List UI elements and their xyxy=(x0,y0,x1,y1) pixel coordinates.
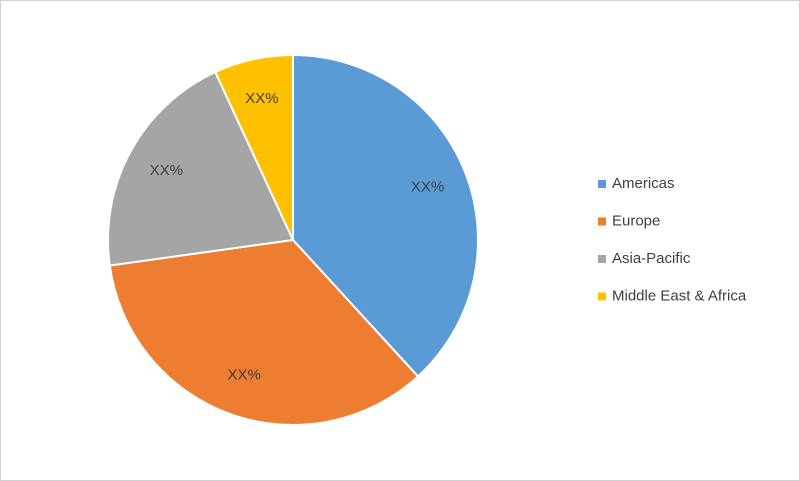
legend-swatch xyxy=(598,217,606,226)
legend-label: Middle East & Africa xyxy=(612,287,747,304)
data-label: XX% xyxy=(411,179,444,196)
data-label: XX% xyxy=(227,367,260,384)
legend-swatch xyxy=(598,255,606,263)
legend-swatch xyxy=(598,292,606,301)
pie-slice xyxy=(108,238,420,426)
data-label: XX% xyxy=(245,90,278,107)
pie-slice xyxy=(107,70,295,267)
pie-slice xyxy=(292,53,479,378)
legend-label: Asia-Pacific xyxy=(612,250,691,267)
legend-swatch xyxy=(598,180,606,188)
legend-label: Europe xyxy=(612,212,660,229)
data-label: XX% xyxy=(150,162,183,179)
legend-label: Americas xyxy=(612,175,675,192)
pie-slice xyxy=(213,53,294,241)
